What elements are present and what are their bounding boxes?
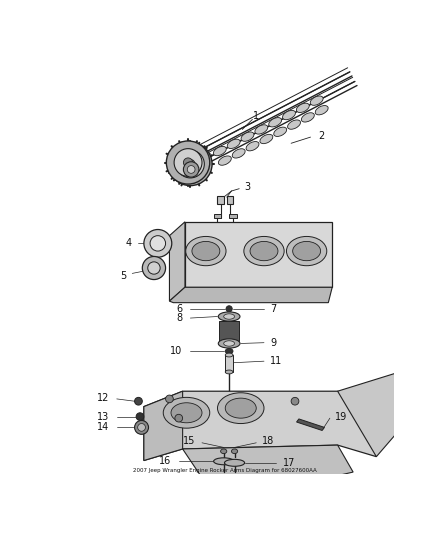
Polygon shape bbox=[170, 287, 332, 303]
Ellipse shape bbox=[297, 103, 309, 112]
Ellipse shape bbox=[221, 449, 227, 454]
Circle shape bbox=[184, 158, 193, 167]
Circle shape bbox=[184, 161, 199, 177]
Ellipse shape bbox=[283, 110, 296, 120]
Circle shape bbox=[166, 141, 210, 184]
Ellipse shape bbox=[288, 120, 300, 129]
Bar bbox=[229, 214, 237, 218]
Text: 6: 6 bbox=[177, 304, 183, 314]
Text: 15: 15 bbox=[184, 436, 196, 446]
Ellipse shape bbox=[293, 241, 321, 261]
Polygon shape bbox=[227, 196, 233, 204]
Circle shape bbox=[187, 166, 195, 173]
Ellipse shape bbox=[241, 132, 254, 141]
Circle shape bbox=[150, 236, 166, 251]
Text: 18: 18 bbox=[262, 436, 275, 446]
Ellipse shape bbox=[268, 118, 282, 127]
Ellipse shape bbox=[219, 156, 231, 165]
Polygon shape bbox=[183, 445, 353, 495]
Ellipse shape bbox=[301, 113, 314, 122]
Ellipse shape bbox=[225, 398, 256, 418]
Ellipse shape bbox=[224, 459, 245, 466]
Circle shape bbox=[226, 306, 232, 312]
Text: 19: 19 bbox=[336, 411, 347, 422]
Ellipse shape bbox=[250, 241, 278, 261]
Ellipse shape bbox=[255, 125, 268, 134]
Circle shape bbox=[136, 413, 144, 421]
Text: 12: 12 bbox=[97, 393, 109, 403]
Ellipse shape bbox=[286, 237, 327, 265]
Ellipse shape bbox=[218, 312, 240, 321]
Ellipse shape bbox=[225, 370, 233, 374]
Circle shape bbox=[138, 424, 145, 431]
Text: 11: 11 bbox=[270, 356, 283, 366]
Text: 2007 Jeep Wrangler Engine Rocker Arms Diagram for 68027600AA: 2007 Jeep Wrangler Engine Rocker Arms Di… bbox=[133, 468, 316, 473]
Ellipse shape bbox=[315, 106, 328, 115]
Ellipse shape bbox=[218, 339, 240, 348]
Polygon shape bbox=[185, 222, 332, 287]
Ellipse shape bbox=[218, 393, 264, 424]
Circle shape bbox=[177, 150, 204, 178]
Text: 1: 1 bbox=[253, 111, 259, 122]
Bar bbox=[214, 214, 221, 218]
Circle shape bbox=[142, 256, 166, 280]
Circle shape bbox=[169, 142, 212, 185]
Ellipse shape bbox=[224, 314, 235, 319]
Circle shape bbox=[148, 262, 160, 274]
Ellipse shape bbox=[213, 147, 226, 156]
Polygon shape bbox=[297, 419, 325, 431]
Ellipse shape bbox=[244, 237, 284, 265]
Text: 17: 17 bbox=[283, 458, 296, 468]
Ellipse shape bbox=[163, 398, 210, 428]
Ellipse shape bbox=[227, 139, 240, 149]
Circle shape bbox=[166, 395, 173, 403]
Circle shape bbox=[291, 398, 299, 405]
Text: 4: 4 bbox=[125, 238, 131, 248]
Ellipse shape bbox=[246, 142, 259, 151]
Text: 13: 13 bbox=[97, 411, 109, 422]
Text: 3: 3 bbox=[245, 182, 251, 192]
Ellipse shape bbox=[214, 458, 234, 465]
Text: 7: 7 bbox=[270, 304, 276, 314]
Ellipse shape bbox=[232, 149, 245, 158]
Text: 10: 10 bbox=[170, 346, 183, 356]
Polygon shape bbox=[338, 372, 399, 457]
Polygon shape bbox=[144, 391, 376, 461]
Text: 5: 5 bbox=[120, 271, 126, 281]
Polygon shape bbox=[144, 391, 183, 461]
Text: 14: 14 bbox=[97, 422, 109, 432]
Ellipse shape bbox=[186, 237, 226, 265]
Ellipse shape bbox=[192, 241, 220, 261]
Bar bbox=[219, 321, 239, 341]
Circle shape bbox=[186, 159, 195, 168]
Circle shape bbox=[144, 230, 172, 257]
Ellipse shape bbox=[231, 449, 238, 454]
Text: 8: 8 bbox=[177, 313, 183, 323]
Polygon shape bbox=[218, 196, 224, 204]
Ellipse shape bbox=[260, 134, 273, 144]
Ellipse shape bbox=[225, 353, 233, 357]
Bar bbox=[225, 355, 233, 372]
Circle shape bbox=[174, 149, 202, 176]
Ellipse shape bbox=[310, 96, 323, 106]
Ellipse shape bbox=[225, 349, 233, 354]
Text: 2: 2 bbox=[318, 131, 325, 141]
Ellipse shape bbox=[224, 341, 235, 346]
Circle shape bbox=[134, 398, 142, 405]
Text: 16: 16 bbox=[159, 456, 171, 466]
Polygon shape bbox=[170, 222, 185, 301]
Ellipse shape bbox=[171, 403, 202, 423]
Circle shape bbox=[134, 421, 148, 434]
Circle shape bbox=[175, 414, 183, 422]
Text: 9: 9 bbox=[270, 338, 276, 348]
Ellipse shape bbox=[274, 127, 286, 136]
